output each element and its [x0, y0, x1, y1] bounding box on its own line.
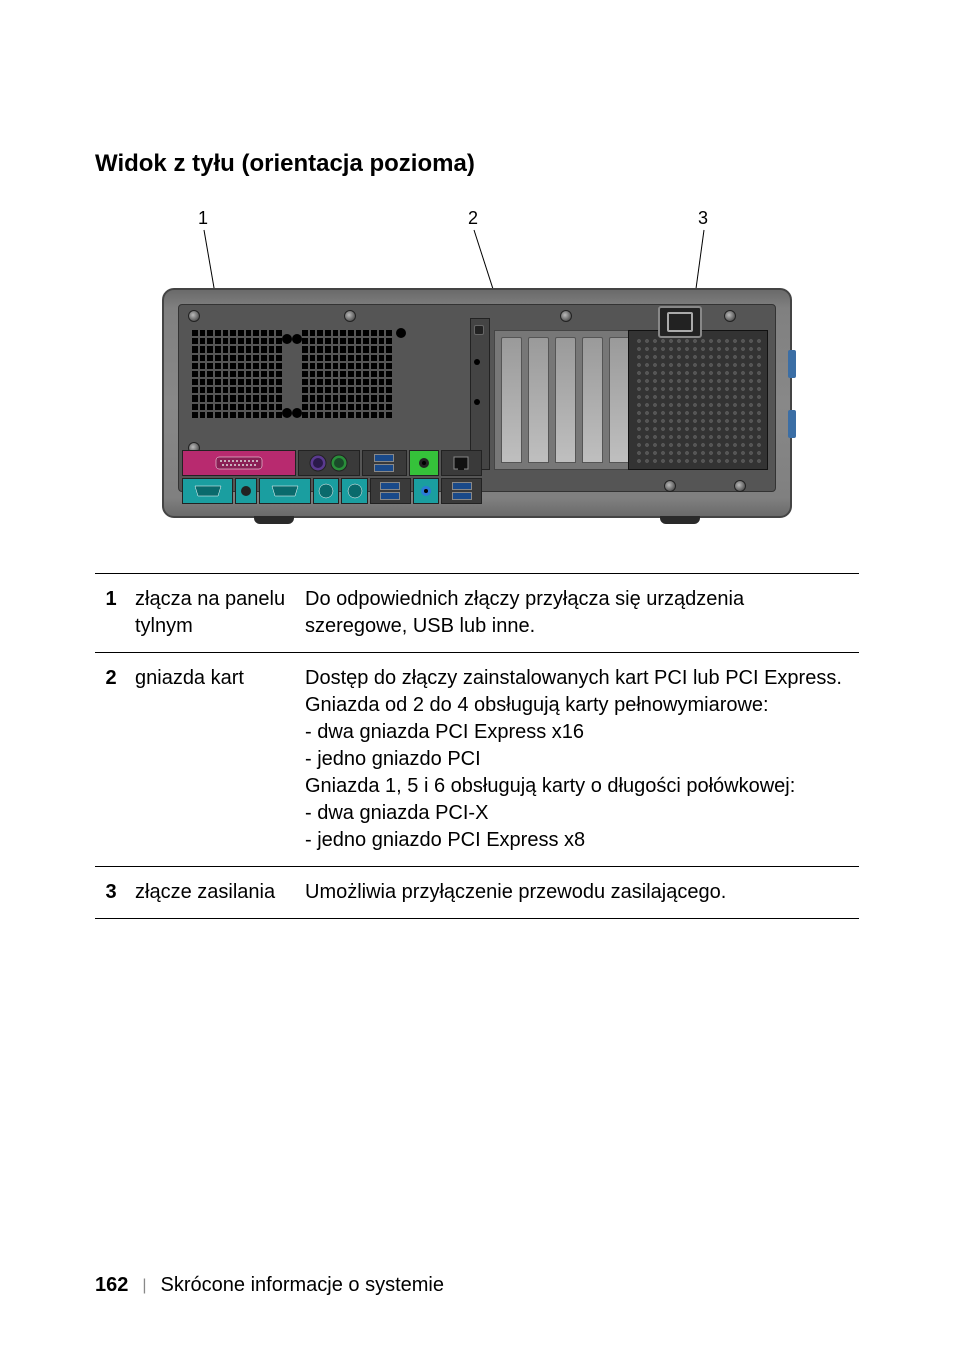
audio-blue: [413, 478, 440, 504]
table-row: 3 złącze zasilania Umożliwia przyłączeni…: [95, 867, 859, 919]
callout-1: 1: [198, 208, 208, 229]
audio-green: [409, 450, 439, 476]
callout-3: 3: [698, 208, 708, 229]
parallel-port: [182, 450, 296, 476]
round-port-2: [341, 478, 368, 504]
side-clip: [788, 350, 796, 378]
legend-desc: Dostęp do złączy zainstalowanych kart PC…: [305, 653, 859, 867]
page-footer: 162 | Skrócone informacje o systemie: [95, 1274, 444, 1297]
usb-bot-2: [441, 478, 482, 504]
io-panel: [182, 450, 482, 504]
serial-port-2: [259, 478, 310, 504]
vent-grid-left: for(let i=0;i<132;i++)document.write('<d…: [192, 330, 282, 418]
section-heading: Widok z tyłu (orientacja pozioma): [95, 150, 859, 178]
serial-port-1: [182, 478, 233, 504]
chassis: for(let i=0;i<132;i++)document.write('<d…: [162, 288, 792, 518]
legend-table: 1 złącza na panelu tylnym Do odpowiednic…: [95, 573, 859, 919]
footer-separator: |: [142, 1277, 146, 1295]
rear-view-diagram: 1 2 3 for(let i=0;i<132;i++)document.wri…: [162, 208, 792, 518]
legend-desc: Do odpowiednich złączy przyłącza się urz…: [305, 574, 859, 653]
page-number: 162: [95, 1274, 128, 1297]
network-port: [441, 450, 482, 476]
usb-top: [362, 450, 407, 476]
power-connector: [658, 306, 702, 338]
audio-jack-1: [235, 478, 257, 504]
round-port-1: [313, 478, 340, 504]
legend-desc: Umożliwia przyłączenie przewodu zasilają…: [305, 867, 859, 919]
table-row: 2 gniazda kart Dostęp do złączy zainstal…: [95, 653, 859, 867]
psu-grill: [628, 330, 768, 470]
legend-num: 3: [95, 867, 135, 919]
legend-num: 2: [95, 653, 135, 867]
legend-label: złącze zasilania: [135, 867, 305, 919]
ps2-ports: [298, 450, 360, 476]
vent-slot-plate: [470, 318, 490, 470]
legend-label: złącza na panelu tylnym: [135, 574, 305, 653]
table-row: 1 złącza na panelu tylnym Do odpowiednic…: [95, 574, 859, 653]
callout-2: 2: [468, 208, 478, 229]
usb-bot: [370, 478, 411, 504]
legend-num: 1: [95, 574, 135, 653]
side-clip: [788, 410, 796, 438]
vent-grid-left2: for(let i=0;i<132;i++)document.write('<d…: [302, 330, 392, 418]
section-name: Skrócone informacje o systemie: [161, 1274, 444, 1297]
legend-label: gniazda kart: [135, 653, 305, 867]
